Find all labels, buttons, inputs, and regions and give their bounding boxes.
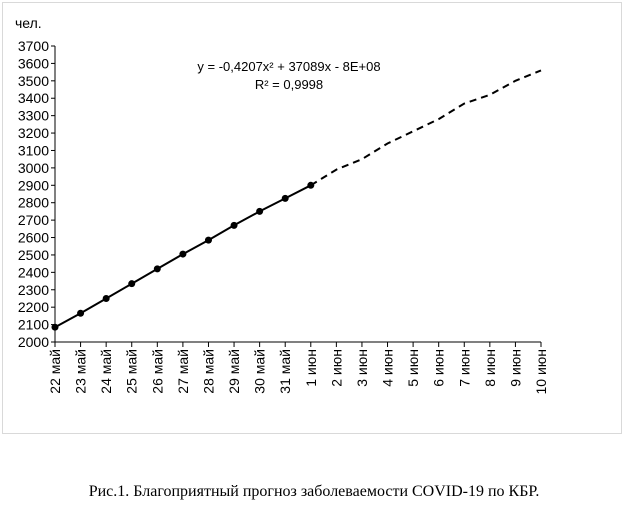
data-point-marker: [51, 323, 59, 331]
x-tick-label: 2 июн: [328, 349, 344, 387]
y-tick-label: 2100: [18, 317, 49, 333]
r-squared-label: R² = 0,9998: [255, 77, 323, 92]
x-tick-label: 23 май: [73, 349, 89, 394]
x-tick-label: 27 май: [175, 349, 191, 394]
y-tick-label: 3300: [18, 108, 49, 124]
y-tick-label: 3400: [18, 90, 49, 106]
data-point-marker: [281, 194, 289, 202]
y-tick-label: 2900: [18, 177, 49, 193]
trendline-equation: y = -0,4207x² + 37089x - 8E+08: [197, 59, 380, 74]
y-tick-label: 2400: [18, 264, 49, 280]
chart-frame: чел. y = -0,4207x² + 37089x - 8E+08 R² =…: [2, 2, 622, 434]
y-tick-label: 2800: [18, 195, 49, 211]
line-chart: чел. y = -0,4207x² + 37089x - 8E+08 R² =…: [15, 15, 549, 395]
x-tick-label: 25 май: [124, 349, 140, 394]
x-tick-label: 8 июн: [482, 349, 498, 387]
y-tick-label: 3700: [18, 38, 49, 54]
x-tick-label: 22 май: [47, 349, 63, 394]
x-tick-label: 5 июн: [405, 349, 421, 387]
y-tick-label: 2600: [18, 230, 49, 246]
x-tick-label: 6 июн: [431, 349, 447, 387]
data-point-marker: [153, 265, 161, 273]
data-point-marker: [230, 221, 238, 229]
y-tick-label: 3100: [18, 142, 49, 158]
y-tick-label: 3500: [18, 73, 49, 89]
x-tick-label: 24 май: [98, 349, 114, 394]
x-tick-label: 4 июн: [380, 349, 396, 387]
y-tick-label: 2500: [18, 247, 49, 263]
x-tick-label: 30 май: [252, 349, 268, 394]
forecast-line: [310, 69, 542, 187]
data-point-marker: [179, 250, 187, 258]
x-tick-label: 26 май: [149, 349, 165, 394]
x-tick-label: 1 июн: [303, 349, 319, 387]
x-tick-label: 3 июн: [354, 349, 370, 387]
y-tick-label: 2000: [18, 334, 49, 350]
figure-caption: Рис.1. Благоприятный прогноз заболеваемо…: [88, 483, 540, 500]
y-tick-label: 2700: [18, 212, 49, 228]
data-point-marker: [204, 236, 212, 244]
x-tick-label: 31 май: [277, 349, 293, 394]
x-tick-label: 7 июн: [456, 349, 472, 387]
y-tick-label: 3600: [18, 55, 49, 71]
data-point-marker: [102, 294, 110, 302]
y-tick-label: 3000: [18, 160, 49, 176]
y-tick-label: 2200: [18, 299, 49, 315]
data-point-marker: [256, 207, 264, 215]
y-tick-label: 2300: [18, 282, 49, 298]
y-axis-unit-label: чел.: [15, 15, 42, 31]
x-tick-label: 28 май: [200, 349, 216, 394]
y-tick-label: 3200: [18, 125, 49, 141]
x-tick-label: 29 май: [226, 349, 242, 394]
x-tick-label: 10 июн: [533, 349, 549, 395]
data-point-marker: [77, 309, 85, 317]
x-tick-label: 9 июн: [507, 349, 523, 387]
data-point-marker: [128, 280, 136, 288]
